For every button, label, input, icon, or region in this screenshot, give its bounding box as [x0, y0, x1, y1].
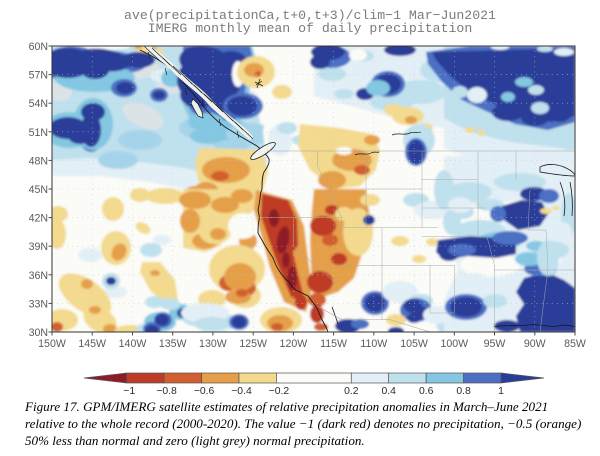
svg-text:85W: 85W: [564, 338, 586, 350]
svg-text:135W: 135W: [159, 338, 187, 350]
svg-text:−0.2: −0.2: [269, 386, 290, 397]
svg-text:115W: 115W: [320, 338, 347, 350]
svg-text:50% less than normal and zero: 50% less than normal and zero (light gre…: [25, 433, 365, 448]
svg-text:105W: 105W: [400, 338, 428, 350]
svg-text:relative to the whole record (: relative to the whole record (2000-2020)…: [25, 416, 581, 431]
svg-text:−1: −1: [123, 386, 135, 397]
svg-text:48N: 48N: [29, 155, 48, 167]
svg-text:33N: 33N: [29, 298, 48, 310]
svg-text:145W: 145W: [78, 338, 106, 350]
svg-text:ave(precipitationCa,t+0,t+3)/c: ave(precipitationCa,t+0,t+3)/clim−1 Mar−…: [124, 8, 496, 23]
svg-text:39N: 39N: [29, 241, 48, 253]
svg-text:0.4: 0.4: [381, 386, 396, 397]
svg-text:−0.8: −0.8: [156, 386, 177, 397]
svg-text:125W: 125W: [239, 338, 267, 350]
svg-text:120W: 120W: [280, 338, 308, 350]
svg-text:51N: 51N: [29, 127, 48, 139]
svg-text:57N: 57N: [29, 70, 48, 82]
svg-text:0.6: 0.6: [419, 386, 434, 397]
svg-text:IMERG monthly mean of daily pr: IMERG monthly mean of daily precipitatio…: [148, 21, 472, 36]
svg-text:0.8: 0.8: [456, 386, 471, 397]
svg-text:100W: 100W: [440, 338, 468, 350]
svg-text:140W: 140W: [119, 338, 147, 350]
svg-text:1: 1: [498, 386, 504, 397]
svg-text:130W: 130W: [199, 338, 227, 350]
svg-text:0.2: 0.2: [344, 386, 359, 397]
svg-text:95W: 95W: [484, 338, 506, 350]
svg-text:90W: 90W: [524, 338, 546, 350]
svg-text:110W: 110W: [360, 338, 387, 350]
svg-text:30N: 30N: [29, 327, 48, 339]
svg-text:45N: 45N: [29, 184, 48, 196]
svg-text:−0.6: −0.6: [194, 386, 215, 397]
svg-text:−0.4: −0.4: [231, 386, 252, 397]
svg-text:36N: 36N: [29, 270, 48, 282]
svg-text:Figure 17. GPM/IMERG satellite: Figure 17. GPM/IMERG satellite estimates…: [24, 399, 548, 414]
svg-text:60N: 60N: [29, 41, 48, 53]
svg-text:54N: 54N: [29, 98, 48, 110]
svg-text:42N: 42N: [29, 213, 48, 225]
svg-text:150W: 150W: [38, 338, 66, 350]
